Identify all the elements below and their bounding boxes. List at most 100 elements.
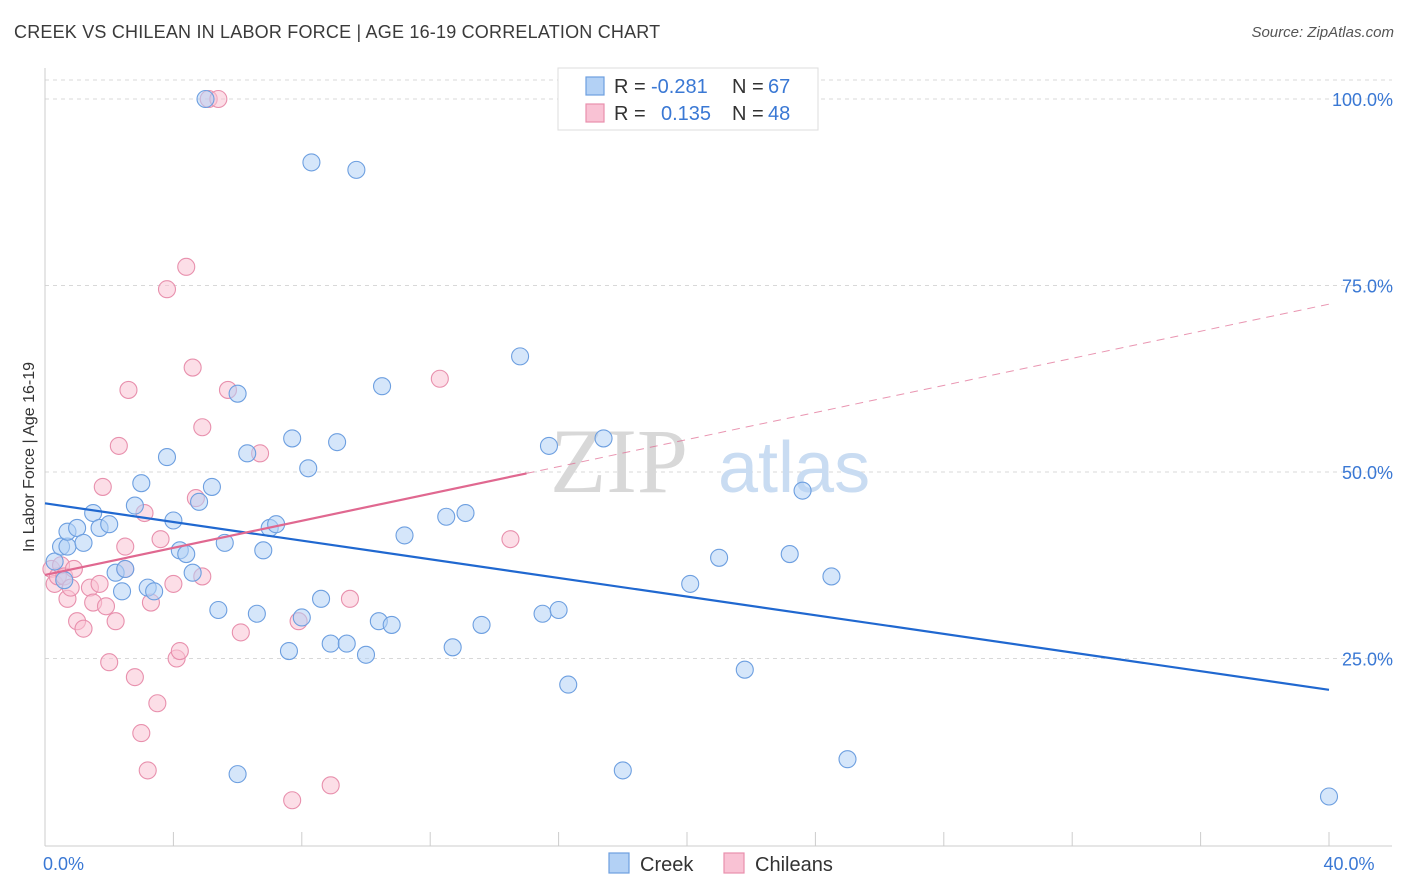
chilean-point	[74, 619, 93, 638]
legend-r-label-creek: R =	[614, 76, 646, 98]
chilean-point	[90, 574, 109, 593]
legend-r-label-chileans: R =	[614, 103, 646, 125]
creek-point	[302, 153, 321, 172]
chilean-trend-line-extension	[526, 303, 1330, 474]
chilean-point	[106, 612, 125, 631]
creek-point	[780, 545, 799, 564]
correlation-legend: R = -0.281 N = 67 R = 0.135 N = 48	[557, 67, 819, 131]
creek-point	[283, 429, 302, 448]
chilean-point	[119, 380, 138, 399]
chilean-point	[96, 597, 116, 616]
y-tick-label: 100.0%	[1332, 90, 1393, 110]
creek-point	[292, 608, 311, 627]
creek-point	[735, 660, 754, 679]
legend-n-label-chileans: N =	[732, 103, 764, 125]
bottom-legend-swatch-creek	[608, 852, 630, 874]
chilean-point	[125, 668, 144, 687]
creek-point	[456, 503, 475, 523]
chart-title: CREEK VS CHILEAN IN LABOR FORCE | AGE 16…	[14, 22, 661, 42]
chilean-point	[340, 589, 360, 608]
creek-point	[55, 571, 74, 590]
creek-point	[838, 750, 857, 769]
creek-point	[228, 384, 247, 403]
legend-r-value-creek: -0.281	[651, 76, 708, 98]
y-tick-label: 75.0%	[1342, 277, 1393, 297]
creek-point	[395, 526, 414, 545]
creek-point	[337, 634, 356, 653]
chilean-point	[93, 477, 112, 496]
creek-point	[681, 574, 700, 593]
chilean-point	[193, 418, 212, 437]
legend-n-value-chileans: 48	[768, 103, 790, 125]
creek-point	[299, 459, 318, 478]
creek-point	[472, 615, 491, 634]
chilean-point	[164, 574, 183, 593]
legend-n-value-creek: 67	[768, 76, 790, 98]
creek-point	[190, 492, 209, 511]
legend-swatch-chileans	[585, 103, 605, 123]
creek-point	[125, 496, 144, 515]
creek-point	[328, 433, 347, 452]
chilean-point	[283, 791, 302, 810]
axes: 25.0% 50.0% 75.0% 100.0% 0.0% 40.0%	[43, 68, 1393, 874]
chilean-point	[430, 369, 449, 388]
creek-point	[356, 645, 376, 664]
creek-point	[549, 600, 568, 620]
chilean-point	[170, 641, 189, 661]
creek-point	[116, 559, 135, 579]
chilean-point	[100, 653, 119, 672]
creek-point	[202, 477, 221, 496]
chilean-point	[116, 537, 135, 556]
creek-point	[443, 638, 462, 657]
chilean-point	[157, 280, 177, 299]
creek-point	[254, 541, 273, 560]
creek-point	[372, 377, 392, 396]
x-tick-label: 40.0%	[1323, 854, 1374, 874]
creek-point	[183, 563, 202, 582]
creek-point	[347, 160, 366, 179]
watermark-zip: ZIP	[550, 410, 688, 512]
creek-point	[238, 444, 257, 463]
creek-point	[559, 675, 578, 694]
creek-point	[112, 582, 132, 601]
creek-point	[1319, 787, 1339, 806]
creek-point	[45, 552, 64, 571]
legend-n-label-creek: N =	[732, 76, 764, 98]
series-legend: Creek Chileans	[608, 852, 833, 876]
creek-point	[177, 545, 196, 564]
creek-point	[279, 641, 299, 661]
source-label: Source: ZipAtlas.com	[1251, 24, 1394, 41]
creek-point	[74, 533, 93, 552]
creek-trend-line	[44, 502, 1330, 691]
creek-point	[132, 474, 151, 493]
data-points	[42, 89, 1339, 810]
creek-point	[145, 582, 164, 601]
bottom-legend-label-chileans: Chileans	[755, 854, 833, 876]
chilean-point	[138, 761, 157, 780]
creek-point	[312, 589, 331, 608]
creek-point	[382, 615, 401, 634]
creek-point	[822, 567, 841, 586]
chilean-point	[109, 436, 128, 455]
creek-point	[157, 448, 177, 467]
watermark: ZIP atlas	[550, 410, 870, 512]
chilean-point	[321, 776, 340, 795]
creek-point	[793, 481, 812, 500]
creek-point	[68, 518, 87, 538]
creek-point	[196, 89, 215, 109]
creek-point	[539, 436, 559, 455]
creek-point	[511, 347, 530, 366]
bottom-legend-swatch-chileans	[723, 852, 745, 874]
creek-point	[228, 765, 247, 784]
chilean-trend-line	[44, 472, 527, 577]
chilean-point	[177, 257, 196, 276]
legend-r-value-chileans: 0.135	[661, 103, 711, 125]
creek-point	[321, 634, 340, 653]
y-tick-label: 25.0%	[1342, 650, 1393, 670]
chilean-point	[231, 623, 250, 642]
trend-lines	[44, 303, 1330, 691]
x-tick-label: 0.0%	[43, 854, 84, 874]
chilean-point	[132, 724, 151, 743]
creek-point	[710, 548, 729, 567]
